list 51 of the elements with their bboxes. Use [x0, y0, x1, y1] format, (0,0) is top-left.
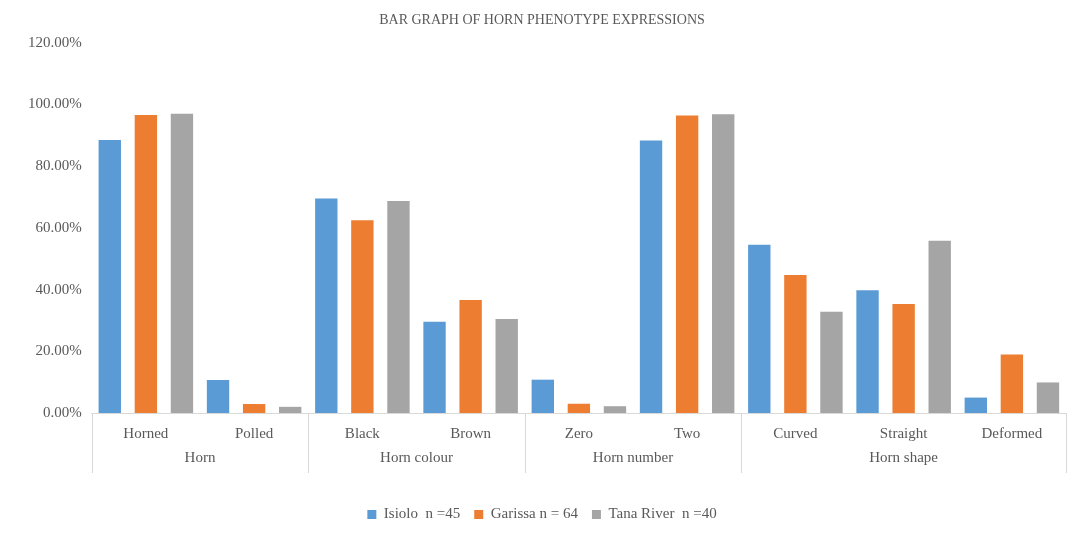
bar: [892, 304, 915, 413]
x-tick-label: Deformed: [981, 424, 1043, 441]
bar: [351, 220, 374, 413]
x-tick-label: Two: [673, 424, 701, 441]
y-tick-label: 60.00%: [35, 218, 82, 235]
bar: [170, 113, 194, 413]
text: Horn shape: [869, 448, 939, 465]
x-tick-label: Curved: [773, 424, 818, 441]
y-tick-label: 20.00%: [35, 342, 82, 359]
legend-label: Garissa n = 64: [490, 505, 579, 522]
bar: [928, 240, 951, 413]
text: Horn number: [592, 448, 674, 465]
bar: [964, 397, 987, 413]
bar: [495, 318, 518, 413]
x-tick-label: Zero: [564, 424, 594, 441]
bar: [206, 379, 230, 413]
text: Horn colour: [380, 448, 453, 465]
bar: [98, 139, 121, 413]
y-tick-label: 100.00%: [28, 95, 82, 112]
bar: [712, 114, 735, 413]
bar: [315, 198, 338, 413]
text: Horn: [184, 448, 216, 465]
bar: [748, 244, 771, 413]
legend-label: Tana River n =40: [608, 505, 717, 522]
y-tick-label: 0.00%: [43, 403, 82, 420]
bar: [134, 114, 158, 413]
bar: [423, 321, 446, 413]
bar: [784, 275, 807, 413]
bar: [567, 403, 591, 413]
x-tick-label: Polled: [234, 424, 274, 441]
bar: [531, 379, 554, 413]
legend-label: Isiolo n =45: [383, 505, 461, 522]
chart-title: BAR GRAPH OF HORN PHENOTYPE EXPRESSIONS: [379, 12, 705, 28]
x-tick-label: Horned: [123, 424, 169, 441]
bar: [242, 404, 266, 413]
x-tick-label: Brown: [450, 424, 492, 441]
y-tick-label: 120.00%: [28, 33, 82, 50]
x-tick-label: Black: [344, 424, 381, 441]
bar: [1000, 354, 1024, 413]
bar: [675, 115, 699, 413]
y-tick-label: 40.00%: [35, 280, 82, 297]
bar: [459, 300, 482, 413]
bar: [387, 201, 410, 413]
x-tick-label: Straight: [879, 424, 929, 441]
bar: [820, 311, 843, 413]
bar: [1036, 382, 1060, 413]
bar: [639, 140, 663, 413]
bar: [856, 290, 879, 413]
y-tick-label: 80.00%: [35, 157, 82, 174]
bar: [279, 406, 302, 413]
bar: [603, 406, 627, 413]
